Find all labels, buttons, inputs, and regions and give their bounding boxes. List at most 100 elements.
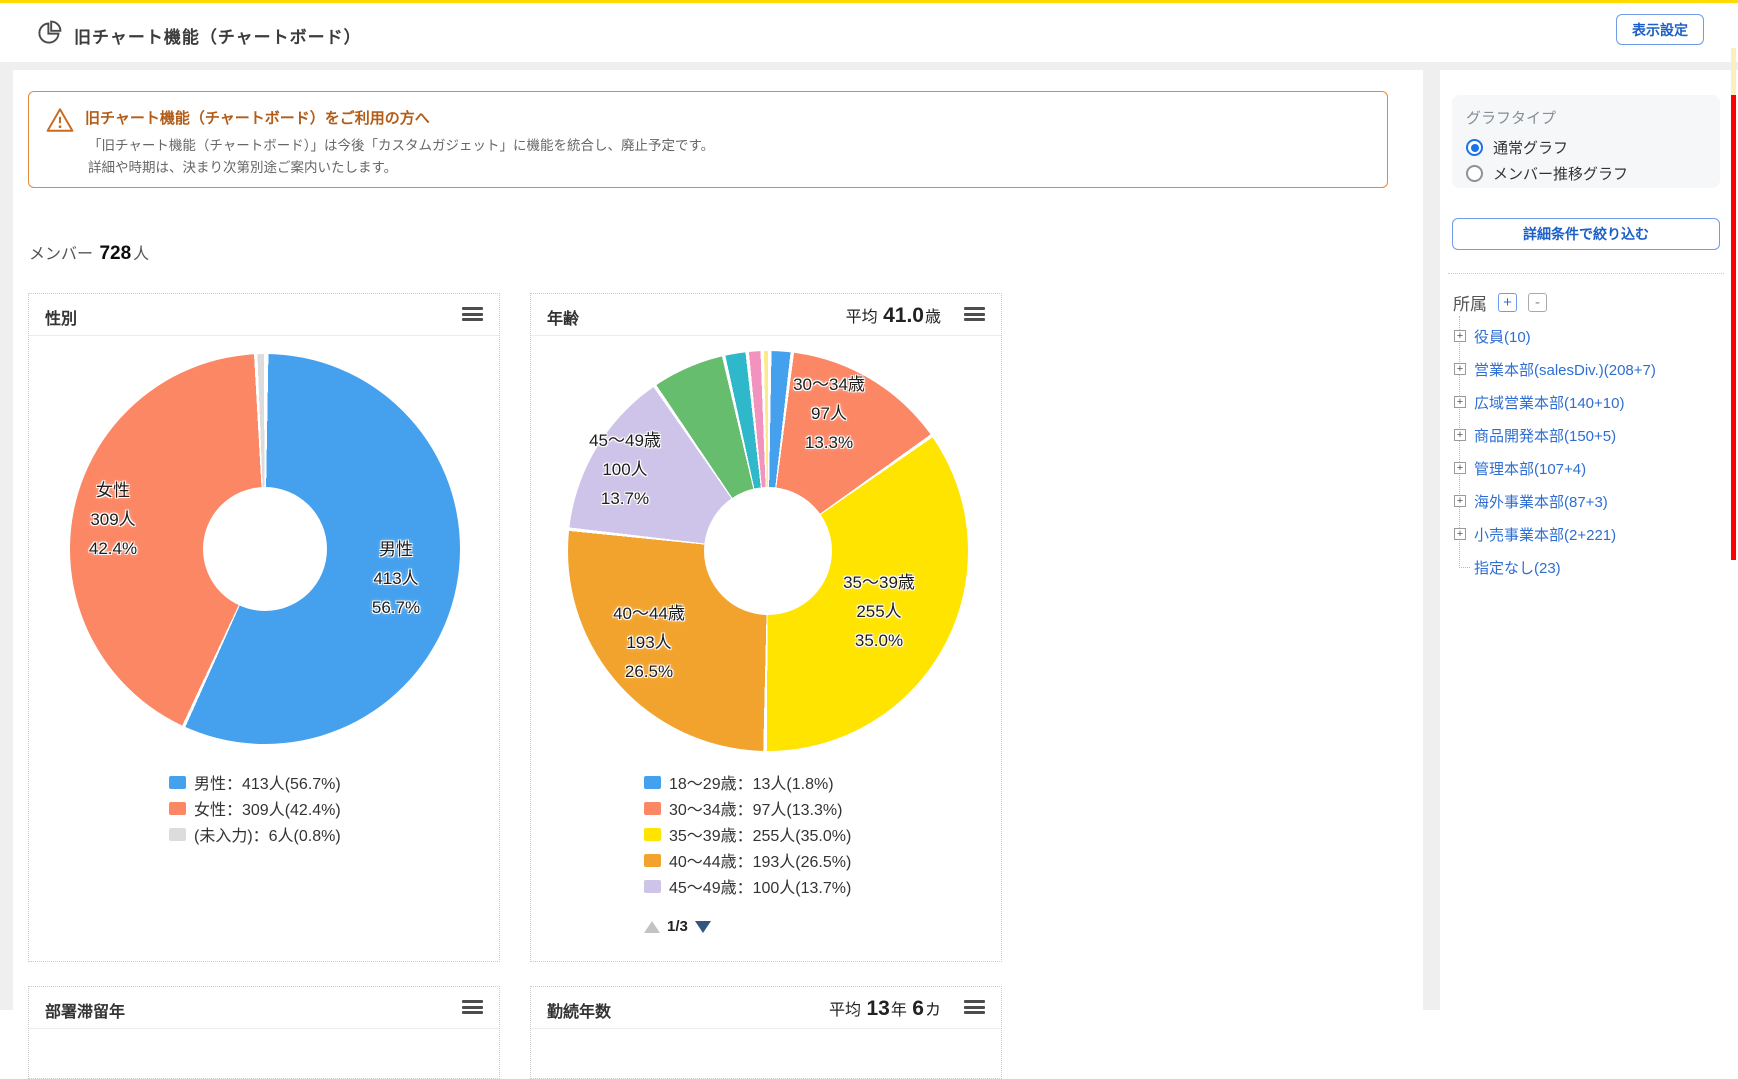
member-count-value: 728 [99, 243, 132, 264]
service-years-chart-card: 勤続年数 平均 13年 6カ [530, 986, 1002, 1079]
page-down-icon[interactable] [694, 920, 711, 933]
legend-item: 35～39歳：255人(35.0%) [644, 821, 851, 847]
card-title: 性別 [45, 311, 78, 328]
gender-donut-chart: 女性 309人 42.4% 男性 413人 56.7% [70, 354, 460, 744]
expand-icon[interactable] [1454, 429, 1466, 441]
slice-label-line: 26.5% [624, 662, 674, 681]
slice-label-line: 30～34歳 [793, 375, 865, 394]
avg-unit2: カ [924, 1002, 941, 1019]
member-count-unit: 人 [133, 246, 150, 263]
slice-label-line: 35.0% [854, 631, 904, 650]
average-value: 平均 41.0歳 [846, 303, 941, 328]
gender-chart-card: 性別 女性 309人 42.4% 男性 413人 56.7% 男性：413人(5… [28, 293, 500, 962]
chart-menu-icon[interactable] [964, 307, 985, 323]
avg-unit: 年 [890, 1002, 907, 1019]
panel-gutter [1423, 70, 1440, 1010]
tree-item[interactable]: 役員(10) [1454, 320, 1656, 353]
legend-label: 40～44歳：193人(26.5%) [669, 854, 852, 871]
department-tree: 役員(10) 営業本部(salesDiv.)(208+7) 広域営業本部(140… [1454, 316, 1656, 584]
radio-normal-graph[interactable]: 通常グラフ [1466, 137, 1568, 158]
avg-unit: 歳 [924, 309, 941, 326]
expand-icon[interactable] [1454, 528, 1466, 540]
slice-label-line: 100人 [602, 460, 648, 479]
legend-item: 40～44歳：193人(26.5%) [644, 847, 851, 873]
age-legend: 18～29歳：13人(1.8%) 30～34歳：97人(13.3%) 35～39… [644, 769, 851, 899]
legend-pagination: 1/3 [644, 918, 711, 935]
legend-swatch [644, 801, 661, 815]
edge-indicator-red[interactable] [1731, 95, 1736, 560]
expand-icon[interactable] [1454, 462, 1466, 474]
tree-item-label[interactable]: 管理本部(107+4) [1474, 461, 1587, 478]
tree-item[interactable]: 商品開発本部(150+5) [1454, 419, 1656, 452]
avg-prefix: 平均 [829, 1002, 862, 1019]
slice-label-line: 309人 [90, 510, 136, 529]
tree-item[interactable]: 営業本部(salesDiv.)(208+7) [1454, 353, 1656, 386]
card-header: 年齢 平均 41.0歳 [531, 294, 1001, 336]
legend-label: 45～49歳：100人(13.7%) [669, 880, 852, 897]
slice-label-line: 193人 [626, 633, 672, 652]
expand-icon[interactable] [1454, 396, 1466, 408]
slice-label-line: 56.7% [371, 598, 421, 617]
expand-icon[interactable] [1454, 495, 1466, 507]
page-up-icon[interactable] [644, 920, 660, 933]
avg-number2: 6 [912, 997, 924, 1020]
warning-icon [46, 107, 74, 138]
main-content-panel: 旧チャート機能（チャートボード）をご利用の方へ 「旧チャート機能（チャートボード… [13, 70, 1423, 1079]
display-settings-button[interactable]: 表示設定 [1616, 14, 1704, 45]
deprecation-notice: 旧チャート機能（チャートボード）をご利用の方へ 「旧チャート機能（チャートボード… [28, 91, 1388, 188]
expand-icon[interactable] [1454, 363, 1466, 375]
expand-icon[interactable] [1454, 330, 1466, 342]
collapse-all-button[interactable]: - [1528, 293, 1547, 312]
card-title: 年齢 [547, 311, 580, 328]
department-label: 所属 [1453, 295, 1487, 314]
legend-item: 45～49歳：100人(13.7%) [644, 873, 851, 899]
radio-selected-icon[interactable] [1466, 139, 1483, 156]
legend-swatch [169, 801, 186, 815]
legend-swatch [644, 827, 661, 841]
tree-item-label[interactable]: 商品開発本部(150+5) [1474, 428, 1617, 445]
filter-sidebar: グラフタイプ 通常グラフ メンバー推移グラフ 詳細条件で絞り込む 所属 + - … [1440, 70, 1732, 1010]
tree-item[interactable]: 小売事業本部(2+221) [1454, 518, 1656, 551]
card-title: 勤続年数 [547, 1004, 612, 1021]
radio-label: 通常グラフ [1493, 140, 1569, 157]
slice-label-line: 97人 [811, 404, 847, 423]
notice-title: 旧チャート機能（チャートボード）をご利用の方へ [85, 110, 430, 127]
slice-label-line: 40～44歳 [613, 604, 685, 623]
tree-item-label[interactable]: 小売事業本部(2+221) [1474, 527, 1617, 544]
tree-item-label[interactable]: 海外事業本部(87+3) [1474, 494, 1608, 511]
tree-item-label[interactable]: 指定なし(23) [1474, 560, 1561, 577]
chart-menu-icon[interactable] [462, 307, 483, 323]
legend-item: 18～29歳：13人(1.8%) [644, 769, 851, 795]
expand-all-button[interactable]: + [1498, 293, 1517, 312]
advanced-filter-button[interactable]: 詳細条件で絞り込む [1452, 218, 1720, 250]
slice-label-line: 45～49歳 [589, 431, 661, 450]
sidebar-divider [1448, 273, 1724, 274]
chart-menu-icon[interactable] [462, 1000, 483, 1016]
tree-item-label[interactable]: 営業本部(salesDiv.)(208+7) [1474, 362, 1656, 379]
tree-item-label[interactable]: 役員(10) [1474, 329, 1531, 346]
chart-menu-icon[interactable] [964, 1000, 985, 1016]
legend-label: 男性：413人(56.7%) [194, 776, 341, 793]
notice-line2: 詳細や時期は、決まり次第別途ご案内いたします。 [88, 160, 398, 175]
average-value: 平均 13年 6カ [829, 996, 941, 1021]
tree-item[interactable]: 指定なし(23) [1454, 551, 1656, 584]
notice-line1: 「旧チャート機能（チャートボード）」は今後「カスタムガジェット」に機能を統合し、… [88, 138, 715, 153]
legend-label: 35～39歳：255人(35.0%) [669, 828, 852, 845]
legend-swatch [169, 775, 186, 789]
tree-item[interactable]: 海外事業本部(87+3) [1454, 485, 1656, 518]
radio-member-trend-graph[interactable]: メンバー推移グラフ [1466, 163, 1628, 184]
tree-item[interactable]: 管理本部(107+4) [1454, 452, 1656, 485]
legend-label: 女性：309人(42.4%) [194, 802, 341, 819]
tree-item-label[interactable]: 広域営業本部(140+10) [1474, 395, 1625, 412]
edge-indicator-yellow [1731, 48, 1736, 95]
slice-label-line: 35～39歳 [843, 573, 915, 592]
left-gutter [0, 70, 13, 1010]
graph-type-group: グラフタイプ 通常グラフ メンバー推移グラフ [1452, 95, 1720, 188]
tree-item[interactable]: 広域営業本部(140+10) [1454, 386, 1656, 419]
radio-unselected-icon[interactable] [1466, 165, 1483, 182]
member-count: メンバー 728 人 [29, 240, 149, 265]
slice-label-40-44: 40～44歳 193人 26.5% [584, 599, 714, 686]
card-header: 性別 [29, 294, 499, 336]
age-donut-chart: 30～34歳 97人 13.3% 45～49歳 100人 13.7% 35～39… [568, 351, 968, 751]
gender-legend: 男性：413人(56.7%) 女性：309人(42.4%) (未入力)：6人(0… [169, 769, 341, 847]
